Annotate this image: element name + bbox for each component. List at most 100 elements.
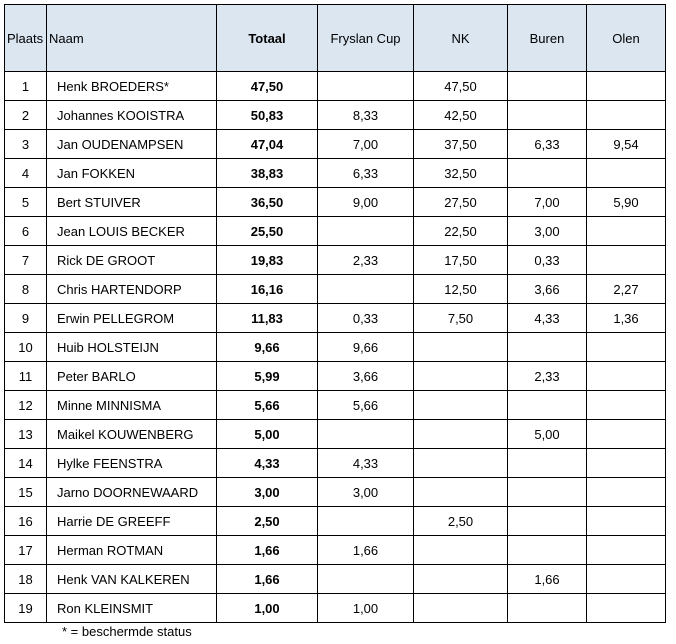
cell-olen: 1,36	[586, 303, 666, 333]
cell-naam: Jean LOUIS BECKER	[46, 216, 217, 246]
cell-nk	[413, 361, 508, 391]
cell-nk: 7,50	[413, 303, 508, 333]
table-row: 9 Erwin PELLEGROM 11,83 0,33 7,50 4,33 1,36	[4, 303, 666, 333]
cell-olen	[586, 506, 666, 536]
cell-fryslan-cup	[317, 419, 414, 449]
cell-naam: Henk VAN KALKEREN	[46, 564, 217, 594]
cell-totaal: 4,33	[216, 448, 318, 478]
table-row: 3 Jan OUDENAMPSEN 47,04 7,00 37,50 6,33 9,54	[4, 129, 666, 159]
cell-nk: 2,50	[413, 506, 508, 536]
cell-plaats: 18	[4, 564, 47, 594]
table-row: 14 Hylke FEENSTRA 4,33 4,33	[4, 448, 666, 478]
cell-buren	[507, 71, 587, 101]
cell-nk	[413, 390, 508, 420]
cell-totaal: 3,00	[216, 477, 318, 507]
cell-nk: 22,50	[413, 216, 508, 246]
cell-plaats: 14	[4, 448, 47, 478]
cell-naam: Johannes KOOISTRA	[46, 100, 217, 130]
cell-olen	[586, 245, 666, 275]
header-row: Plaats Naam Totaal Fryslan Cup NK Buren …	[4, 4, 666, 72]
cell-fryslan-cup: 8,33	[317, 100, 414, 130]
standings-table-wrapper: Plaats Naam Totaal Fryslan Cup NK Buren …	[4, 4, 666, 623]
cell-fryslan-cup	[317, 71, 414, 101]
cell-fryslan-cup: 0,33	[317, 303, 414, 333]
table-row: 19 Ron KLEINSMIT 1,00 1,00	[4, 593, 666, 623]
cell-totaal: 47,04	[216, 129, 318, 159]
cell-naam: Minne MINNISMA	[46, 390, 217, 420]
cell-olen: 9,54	[586, 129, 666, 159]
cell-olen	[586, 448, 666, 478]
cell-totaal: 1,66	[216, 535, 318, 565]
cell-plaats: 4	[4, 158, 47, 188]
cell-totaal: 5,66	[216, 390, 318, 420]
table-row: 7 Rick DE GROOT 19,83 2,33 17,50 0,33	[4, 245, 666, 275]
cell-naam: Chris HARTENDORP	[46, 274, 217, 304]
table-row: 1 Henk BROEDERS* 47,50 47,50	[4, 71, 666, 101]
cell-nk: 37,50	[413, 129, 508, 159]
cell-olen: 2,27	[586, 274, 666, 304]
footnote: * = beschermde status	[62, 624, 192, 639]
cell-fryslan-cup	[317, 564, 414, 594]
table-row: 17 Herman ROTMAN 1,66 1,66	[4, 535, 666, 565]
cell-totaal: 19,83	[216, 245, 318, 275]
header-plaats: Plaats	[4, 4, 47, 72]
cell-fryslan-cup	[317, 274, 414, 304]
cell-totaal: 47,50	[216, 71, 318, 101]
cell-fryslan-cup: 1,66	[317, 535, 414, 565]
cell-olen	[586, 477, 666, 507]
cell-plaats: 10	[4, 332, 47, 362]
cell-buren: 5,00	[507, 419, 587, 449]
cell-plaats: 5	[4, 187, 47, 217]
cell-olen: 5,90	[586, 187, 666, 217]
cell-fryslan-cup: 2,33	[317, 245, 414, 275]
cell-naam: Bert STUIVER	[46, 187, 217, 217]
cell-naam: Rick DE GROOT	[46, 245, 217, 275]
cell-buren: 2,33	[507, 361, 587, 391]
cell-nk: 12,50	[413, 274, 508, 304]
cell-naam: Jan OUDENAMPSEN	[46, 129, 217, 159]
cell-plaats: 17	[4, 535, 47, 565]
cell-buren	[507, 448, 587, 478]
cell-fryslan-cup: 3,66	[317, 361, 414, 391]
cell-naam: Peter BARLO	[46, 361, 217, 391]
header-buren: Buren	[507, 4, 587, 72]
header-naam: Naam	[46, 4, 217, 72]
cell-totaal: 1,00	[216, 593, 318, 623]
cell-plaats: 3	[4, 129, 47, 159]
cell-plaats: 19	[4, 593, 47, 623]
cell-buren	[507, 506, 587, 536]
table-row: 5 Bert STUIVER 36,50 9,00 27,50 7,00 5,90	[4, 187, 666, 217]
cell-plaats: 13	[4, 419, 47, 449]
cell-plaats: 9	[4, 303, 47, 333]
cell-buren: 3,66	[507, 274, 587, 304]
cell-plaats: 7	[4, 245, 47, 275]
header-fryslan-cup: Fryslan Cup	[317, 4, 414, 72]
cell-totaal: 50,83	[216, 100, 318, 130]
cell-naam: Henk BROEDERS*	[46, 71, 217, 101]
cell-totaal: 2,50	[216, 506, 318, 536]
header-olen: Olen	[586, 4, 666, 72]
cell-nk: 17,50	[413, 245, 508, 275]
cell-naam: Jarno DOORNEWAARD	[46, 477, 217, 507]
cell-buren	[507, 593, 587, 623]
cell-olen	[586, 564, 666, 594]
table-row: 13 Maikel KOUWENBERG 5,00 5,00	[4, 419, 666, 449]
cell-olen	[586, 216, 666, 246]
cell-olen	[586, 390, 666, 420]
cell-plaats: 11	[4, 361, 47, 391]
cell-olen	[586, 361, 666, 391]
cell-naam: Ron KLEINSMIT	[46, 593, 217, 623]
cell-olen	[586, 535, 666, 565]
cell-plaats: 16	[4, 506, 47, 536]
table-row: 8 Chris HARTENDORP 16,16 12,50 3,66 2,27	[4, 274, 666, 304]
cell-olen	[586, 593, 666, 623]
cell-naam: Maikel KOUWENBERG	[46, 419, 217, 449]
cell-buren: 4,33	[507, 303, 587, 333]
cell-fryslan-cup	[317, 216, 414, 246]
table-row: 6 Jean LOUIS BECKER 25,50 22,50 3,00	[4, 216, 666, 246]
cell-olen	[586, 158, 666, 188]
cell-buren	[507, 100, 587, 130]
cell-plaats: 1	[4, 71, 47, 101]
cell-fryslan-cup: 9,66	[317, 332, 414, 362]
table-row: 12 Minne MINNISMA 5,66 5,66	[4, 390, 666, 420]
